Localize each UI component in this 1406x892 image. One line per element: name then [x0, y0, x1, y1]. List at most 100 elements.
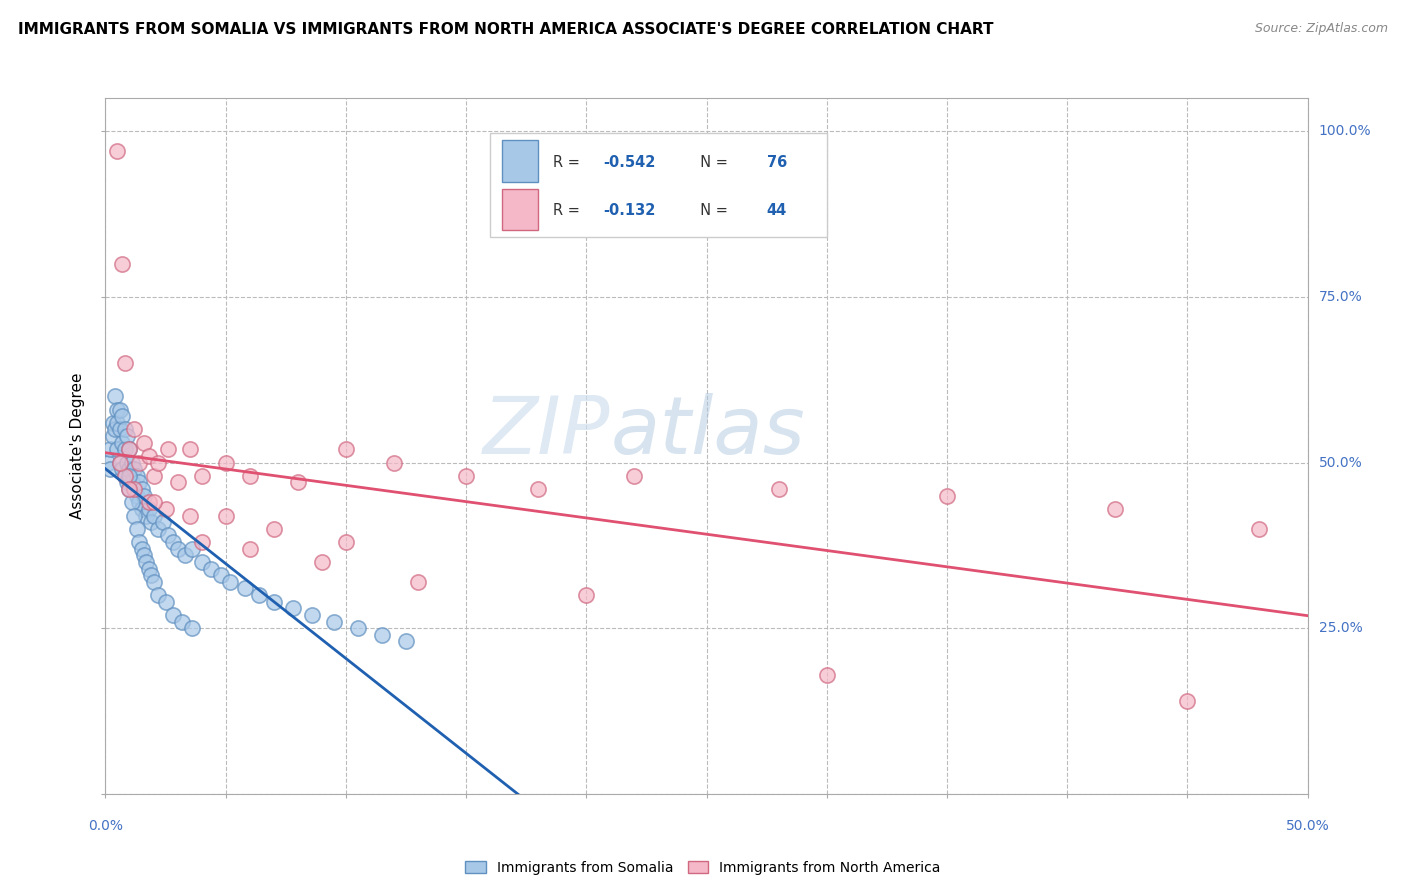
Point: [114, 442, 136, 457]
Point: [148, 588, 170, 602]
Point: [114, 422, 136, 436]
Point: [121, 475, 143, 490]
Point: [181, 541, 204, 556]
Point: [125, 522, 148, 536]
Point: [214, 508, 236, 523]
Point: [107, 416, 129, 430]
Point: [104, 422, 127, 436]
Point: [132, 549, 155, 563]
FancyBboxPatch shape: [491, 133, 827, 237]
Point: [311, 555, 333, 569]
Point: [135, 508, 157, 523]
Point: [124, 508, 146, 523]
Point: [181, 621, 204, 635]
Point: [1104, 502, 1126, 516]
Legend: Immigrants from Somalia, Immigrants from North America: Immigrants from Somalia, Immigrants from…: [460, 855, 946, 880]
Point: [156, 442, 179, 457]
Text: 50.0%: 50.0%: [1285, 819, 1330, 833]
Point: [190, 555, 212, 569]
Bar: [502, 140, 538, 182]
Point: [1249, 522, 1271, 536]
Point: [131, 482, 153, 496]
Point: [107, 402, 129, 417]
Point: [162, 607, 184, 622]
Y-axis label: Associate's Degree: Associate's Degree: [70, 373, 86, 519]
Text: Source: ZipAtlas.com: Source: ZipAtlas.com: [1254, 22, 1388, 36]
Point: [125, 468, 148, 483]
Point: [575, 588, 598, 602]
Point: [97, 456, 120, 470]
Point: [132, 489, 155, 503]
Point: [454, 468, 477, 483]
Point: [166, 541, 188, 556]
Text: 0.0%: 0.0%: [89, 819, 122, 833]
Point: [125, 489, 148, 503]
Point: [281, 601, 304, 615]
Point: [118, 442, 141, 457]
Point: [142, 508, 165, 523]
Point: [287, 475, 309, 490]
Text: 50.0%: 50.0%: [1319, 456, 1362, 469]
Point: [128, 535, 150, 549]
Point: [768, 482, 790, 496]
Point: [142, 495, 165, 509]
Text: N =: N =: [690, 154, 733, 169]
Point: [121, 495, 143, 509]
Point: [115, 429, 138, 443]
Point: [138, 449, 160, 463]
Point: [111, 462, 134, 476]
Point: [142, 574, 165, 589]
Point: [406, 574, 429, 589]
Text: R =: R =: [553, 203, 583, 219]
Point: [111, 257, 134, 271]
Point: [138, 495, 160, 509]
Point: [155, 595, 177, 609]
Point: [162, 535, 184, 549]
Point: [128, 475, 150, 490]
Point: [107, 144, 129, 158]
Point: [101, 429, 124, 443]
Point: [219, 574, 242, 589]
Point: [118, 482, 141, 496]
Text: ZIP: ZIP: [484, 393, 610, 471]
Point: [172, 615, 194, 629]
Point: [263, 522, 285, 536]
Point: [114, 468, 136, 483]
Point: [108, 456, 131, 470]
Point: [131, 541, 153, 556]
Point: [142, 468, 165, 483]
Point: [107, 442, 129, 457]
Point: [128, 495, 150, 509]
Point: [111, 409, 134, 424]
Point: [135, 555, 157, 569]
Text: atlas: atlas: [610, 393, 806, 471]
Bar: [502, 188, 538, 230]
Point: [132, 435, 155, 450]
Point: [247, 588, 270, 602]
Point: [138, 561, 160, 575]
Point: [335, 442, 357, 457]
Point: [124, 462, 146, 476]
Point: [179, 442, 201, 457]
Point: [936, 489, 959, 503]
Point: [527, 482, 550, 496]
Point: [115, 456, 138, 470]
Point: [156, 528, 179, 542]
Point: [138, 502, 160, 516]
Point: [190, 535, 212, 549]
Point: [815, 667, 838, 681]
Text: 75.0%: 75.0%: [1319, 290, 1362, 304]
Text: IMMIGRANTS FROM SOMALIA VS IMMIGRANTS FROM NORTH AMERICA ASSOCIATE'S DEGREE CORR: IMMIGRANTS FROM SOMALIA VS IMMIGRANTS FR…: [18, 22, 994, 37]
Text: 76: 76: [766, 154, 787, 169]
Point: [166, 475, 188, 490]
Text: 100.0%: 100.0%: [1319, 124, 1371, 138]
Point: [623, 468, 645, 483]
Point: [118, 482, 141, 496]
Text: 25.0%: 25.0%: [1319, 621, 1362, 635]
Point: [114, 356, 136, 370]
Text: -0.132: -0.132: [603, 203, 655, 219]
Point: [108, 422, 131, 436]
Point: [104, 389, 127, 403]
Point: [322, 615, 344, 629]
Point: [371, 628, 394, 642]
